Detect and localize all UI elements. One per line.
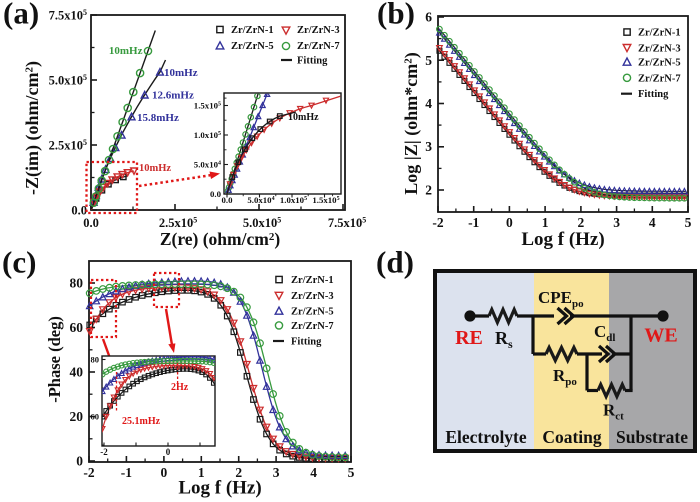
svg-text:-2: -2 bbox=[432, 215, 443, 230]
svg-text:5.0x104: 5.0x104 bbox=[194, 160, 221, 170]
svg-text:0.0: 0.0 bbox=[71, 204, 87, 218]
svg-text:0: 0 bbox=[506, 215, 513, 230]
svg-text:2Hz: 2Hz bbox=[171, 382, 189, 393]
svg-text:Log f (Hz): Log f (Hz) bbox=[521, 229, 604, 250]
svg-text:3: 3 bbox=[425, 139, 432, 154]
svg-text:WE: WE bbox=[644, 325, 677, 347]
svg-text:Fitting: Fitting bbox=[638, 89, 669, 100]
svg-text:Zr/ZrN-7: Zr/ZrN-7 bbox=[291, 321, 334, 332]
svg-text:0.0: 0.0 bbox=[210, 189, 222, 199]
svg-text:2: 2 bbox=[235, 465, 242, 480]
svg-text:6: 6 bbox=[425, 10, 432, 25]
svg-text:Fitting: Fitting bbox=[291, 337, 322, 348]
svg-text:0.0: 0.0 bbox=[222, 195, 234, 205]
svg-text:-Z(im) (ohm/cm2): -Z(im) (ohm/cm2) bbox=[22, 61, 43, 195]
svg-text:2.5x105: 2.5x105 bbox=[49, 138, 87, 153]
svg-text:Log f (Hz): Log f (Hz) bbox=[178, 478, 261, 499]
svg-text:Zr/ZrN-1: Zr/ZrN-1 bbox=[291, 275, 334, 286]
svg-text:4: 4 bbox=[310, 465, 317, 480]
svg-text:Zr/ZrN-7: Zr/ZrN-7 bbox=[297, 41, 340, 52]
svg-text:0: 0 bbox=[166, 447, 171, 457]
svg-text:15.8mHz: 15.8mHz bbox=[137, 112, 179, 124]
svg-text:2: 2 bbox=[578, 215, 585, 230]
svg-text:Zr/ZrN-3: Zr/ZrN-3 bbox=[291, 291, 334, 302]
svg-text:0: 0 bbox=[76, 454, 83, 469]
svg-text:Log |Z| (ohm*cm2): Log |Z| (ohm*cm2) bbox=[401, 52, 422, 194]
svg-text:1: 1 bbox=[542, 215, 549, 230]
svg-text:5: 5 bbox=[685, 215, 692, 230]
svg-text:Zr/ZrN-1: Zr/ZrN-1 bbox=[231, 25, 274, 36]
svg-text:0: 0 bbox=[161, 465, 168, 480]
svg-text:(a): (a) bbox=[3, 0, 39, 31]
svg-text:2: 2 bbox=[425, 183, 432, 198]
svg-text:-Phase (deg): -Phase (deg) bbox=[45, 316, 64, 403]
svg-text:5.0x105: 5.0x105 bbox=[49, 73, 87, 88]
svg-text:1.5x105: 1.5x105 bbox=[312, 195, 339, 205]
svg-text:5: 5 bbox=[425, 53, 432, 68]
svg-text:Zr/ZrN-3: Zr/ZrN-3 bbox=[297, 25, 340, 36]
svg-text:(b): (b) bbox=[377, 0, 415, 31]
svg-text:1: 1 bbox=[198, 465, 205, 480]
svg-text:3: 3 bbox=[613, 215, 620, 230]
svg-text:3: 3 bbox=[273, 465, 280, 480]
svg-text:-1: -1 bbox=[121, 465, 132, 480]
svg-text:RE: RE bbox=[455, 327, 483, 349]
svg-text:Zr/ZrN-1: Zr/ZrN-1 bbox=[638, 28, 681, 39]
svg-text:Fitting: Fitting bbox=[297, 56, 328, 67]
svg-text:Substrate: Substrate bbox=[616, 427, 688, 447]
svg-text:10mHz: 10mHz bbox=[164, 67, 198, 79]
svg-text:4: 4 bbox=[425, 96, 432, 111]
svg-text:-2: -2 bbox=[83, 465, 94, 480]
svg-text:5.0x104: 5.0x104 bbox=[247, 195, 274, 205]
svg-text:5.0x105: 5.0x105 bbox=[243, 216, 281, 231]
svg-text:1.5x105: 1.5x105 bbox=[194, 101, 221, 111]
svg-text:(c): (c) bbox=[2, 245, 36, 280]
svg-text:10mHz: 10mHz bbox=[139, 163, 171, 174]
svg-text:Coating: Coating bbox=[542, 427, 602, 447]
svg-text:Zr/ZrN-3: Zr/ZrN-3 bbox=[638, 43, 681, 54]
svg-text:4: 4 bbox=[649, 215, 656, 230]
svg-text:Z(re) (ohm/cm2): Z(re) (ohm/cm2) bbox=[160, 229, 281, 249]
svg-text:Electrolyte: Electrolyte bbox=[445, 427, 527, 447]
svg-text:25.1mHz: 25.1mHz bbox=[122, 416, 161, 427]
svg-text:40: 40 bbox=[70, 365, 84, 380]
svg-text:5: 5 bbox=[348, 465, 355, 480]
svg-text:80: 80 bbox=[70, 276, 84, 291]
svg-text:20: 20 bbox=[70, 409, 84, 424]
svg-text:10mHz: 10mHz bbox=[109, 45, 143, 57]
svg-text:2.5x105: 2.5x105 bbox=[159, 216, 197, 231]
svg-text:1.0x105: 1.0x105 bbox=[194, 130, 221, 140]
svg-text:7.5x105: 7.5x105 bbox=[328, 216, 366, 231]
svg-text:1.0x105: 1.0x105 bbox=[280, 195, 307, 205]
svg-text:0.0: 0.0 bbox=[83, 216, 99, 230]
svg-text:80: 80 bbox=[91, 355, 100, 365]
svg-text:Zr/ZrN-5: Zr/ZrN-5 bbox=[231, 41, 274, 52]
svg-text:-1: -1 bbox=[468, 215, 479, 230]
svg-text:(d): (d) bbox=[376, 245, 414, 280]
svg-text:Zr/ZrN-5: Zr/ZrN-5 bbox=[638, 57, 681, 68]
svg-text:60: 60 bbox=[91, 412, 100, 422]
svg-text:12.6mHz: 12.6mHz bbox=[152, 90, 194, 102]
svg-text:-2: -2 bbox=[100, 447, 108, 457]
svg-text:Zr/ZrN-7: Zr/ZrN-7 bbox=[638, 73, 681, 84]
svg-text:Zr/ZrN-5: Zr/ZrN-5 bbox=[291, 306, 334, 317]
svg-text:10mHz: 10mHz bbox=[288, 112, 319, 123]
svg-text:60: 60 bbox=[70, 320, 84, 335]
svg-text:7.5x105: 7.5x105 bbox=[49, 8, 87, 23]
